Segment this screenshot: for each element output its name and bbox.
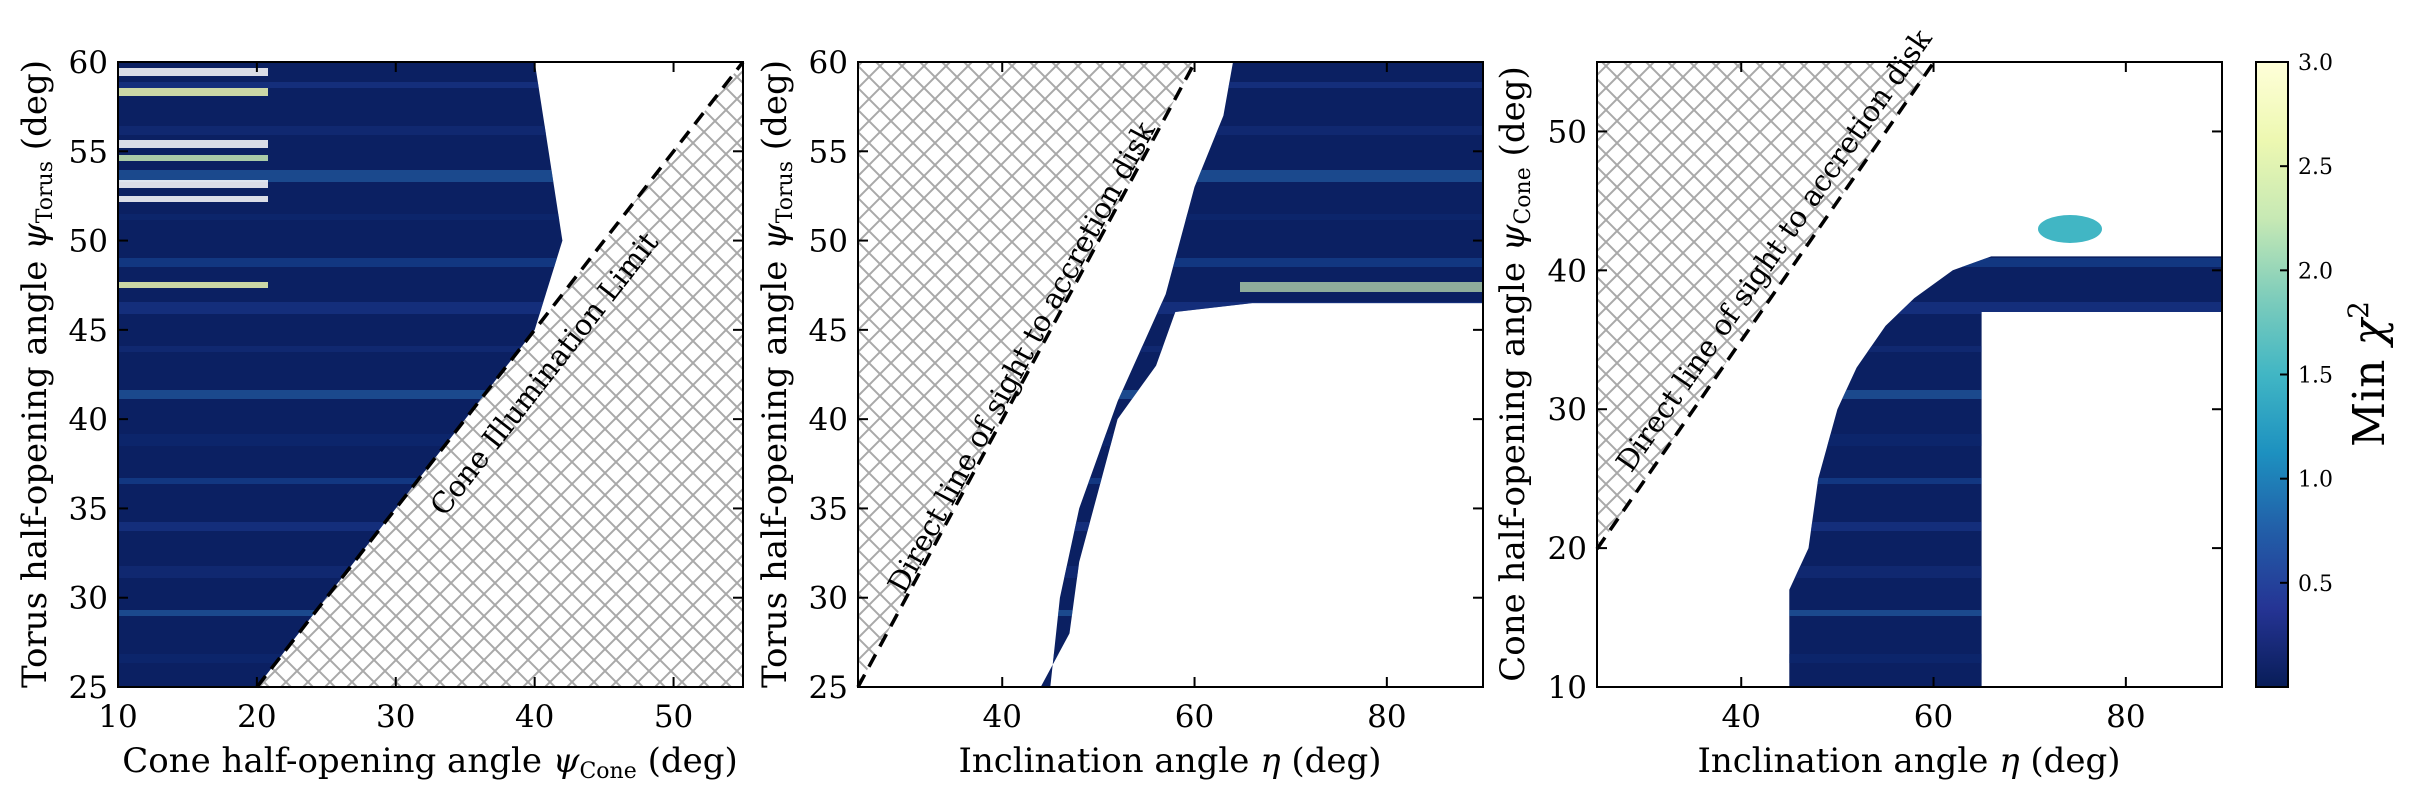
heatmap-band	[118, 170, 563, 182]
heatmap-band	[118, 68, 268, 76]
y-axis-label: Cone half-opening angle ψCone (deg)	[1493, 66, 1536, 682]
heatmap-band	[1789, 522, 2222, 531]
line-of-sight-limit-line	[1595, 61, 1936, 550]
colorbar-tick-label: 1.0	[2298, 468, 2333, 493]
heatmap-band	[1040, 566, 1483, 578]
plot-frame	[117, 61, 744, 688]
x-tick-label: 80	[1367, 699, 1406, 735]
heatmap-band	[118, 82, 563, 88]
heatmap-region	[1789, 256, 2222, 687]
heatmap-band	[1789, 654, 2222, 663]
y-tick-label: 10	[1548, 670, 1587, 706]
y-tick-label: 40	[69, 402, 108, 438]
x-tick-label: 40	[1722, 699, 1761, 735]
heatmap-band	[1789, 258, 2222, 267]
x-tick-label: 30	[376, 699, 415, 735]
y-tick-label: 40	[1548, 253, 1587, 289]
colorbar: 0.5 1.0 1.5 2.0 2.5 3.0 Min χ2	[2255, 51, 2395, 688]
heatmap-band	[1040, 214, 1483, 220]
heatmap-band	[118, 478, 563, 484]
heatmap-band	[1240, 282, 1483, 292]
x-axis-label: Inclination angle η (deg)	[1697, 741, 2120, 781]
y-axis-label: Torus half-opening angle ψTorus (deg)	[755, 60, 798, 688]
axis-ticks: 10 20 30 40 50 25 30 35 40 45 50 55 60	[69, 45, 743, 735]
y-tick-label: 60	[69, 45, 108, 81]
x-tick-label: 60	[1914, 699, 1953, 735]
x-tick-label: 40	[983, 699, 1022, 735]
heatmap-band	[1040, 610, 1483, 616]
x-tick-label: 40	[515, 699, 554, 735]
line-of-sight-limit-line	[856, 61, 1197, 688]
x-tick-label: 50	[654, 699, 693, 735]
x-tick-label: 80	[2106, 699, 2145, 735]
y-tick-label: 30	[1548, 392, 1587, 428]
heatmap-band	[1789, 478, 2222, 484]
y-tick-label: 45	[69, 313, 108, 349]
colorbar-ticks: 0.5 1.0 1.5 2.0 2.5 3.0	[2280, 51, 2333, 597]
y-tick-label: 35	[69, 491, 108, 527]
heatmap-band	[1040, 654, 1483, 663]
x-axis-label: Cone half-opening angle ψCone (deg)	[122, 741, 738, 784]
y-tick-label: 30	[809, 581, 848, 617]
plot-frame	[1596, 61, 2223, 688]
y-tick-label: 45	[809, 313, 848, 349]
y-axis-label: Torus half-opening angle ψTorus (deg)	[15, 60, 58, 688]
colorbar-tick-label: 2.5	[2298, 155, 2333, 180]
y-tick-label: 25	[69, 670, 108, 706]
heatmap-band	[118, 282, 268, 288]
x-tick-label: 10	[98, 699, 137, 735]
heatmap-band	[118, 390, 563, 399]
heatmap-band	[1040, 126, 1483, 135]
y-tick-label: 50	[1548, 114, 1587, 150]
y-tick-label: 35	[809, 491, 848, 527]
heatmap-band	[118, 180, 268, 188]
y-tick-label: 60	[809, 45, 848, 81]
axis-ticks: 40 60 80 10 20 30 40 50	[1548, 62, 2222, 735]
colorbar-label: Min χ2	[2342, 301, 2395, 447]
colorbar-tick-label: 1.5	[2298, 364, 2333, 389]
heatmap-band	[118, 88, 268, 96]
x-tick-label: 60	[1175, 699, 1214, 735]
heatmap-band	[1789, 610, 2222, 616]
y-tick-label: 25	[809, 670, 848, 706]
y-tick-label: 50	[69, 224, 108, 260]
colorbar-tick-label: 3.0	[2298, 51, 2333, 76]
heatmap-band	[118, 155, 268, 161]
colorbar-tick-label: 2.0	[2298, 259, 2333, 284]
heatmap-band	[1040, 258, 1483, 267]
heatmap-band	[118, 302, 563, 314]
y-tick-label: 55	[69, 134, 108, 170]
heatmap-band	[118, 258, 563, 267]
heatmap-band	[1040, 522, 1483, 531]
plot-frame	[857, 61, 1484, 688]
heatmap-band	[1789, 434, 2222, 446]
heatmap-band	[118, 346, 563, 352]
x-tick-label: 20	[237, 699, 276, 735]
panel-inclination-vs-torus: Direct line of sight to accretion disk 4…	[755, 45, 1484, 781]
heatmap-band	[118, 196, 268, 202]
y-tick-label: 55	[809, 134, 848, 170]
heatmap-band	[1789, 566, 2222, 578]
heatmap-band	[118, 126, 563, 135]
heatmap-band	[118, 140, 268, 148]
panel-inclination-vs-cone: Direct line of sight to accretion disk 4…	[1493, 23, 2223, 781]
y-tick-label: 30	[69, 581, 108, 617]
panel-cone-vs-torus: Cone Illumination Limit 10 20 30 40 50253035…	[15, 45, 745, 784]
cone-illumination-limit-line	[255, 60, 745, 689]
y-tick-label: 40	[809, 402, 848, 438]
y-tick-label: 20	[1548, 531, 1587, 567]
x-axis-label: Inclination angle η (deg)	[958, 741, 1381, 781]
axis-ticks: 40 60 80 25 30 35 40 45 50 55 60	[809, 45, 1483, 735]
heatmap-band	[118, 522, 563, 531]
heatmap-band	[118, 214, 563, 220]
heatmap-band	[1040, 82, 1483, 88]
colorbar-tick-label: 0.5	[2298, 572, 2333, 597]
y-tick-label: 50	[809, 224, 848, 260]
heatmap-spot	[2038, 215, 2102, 243]
